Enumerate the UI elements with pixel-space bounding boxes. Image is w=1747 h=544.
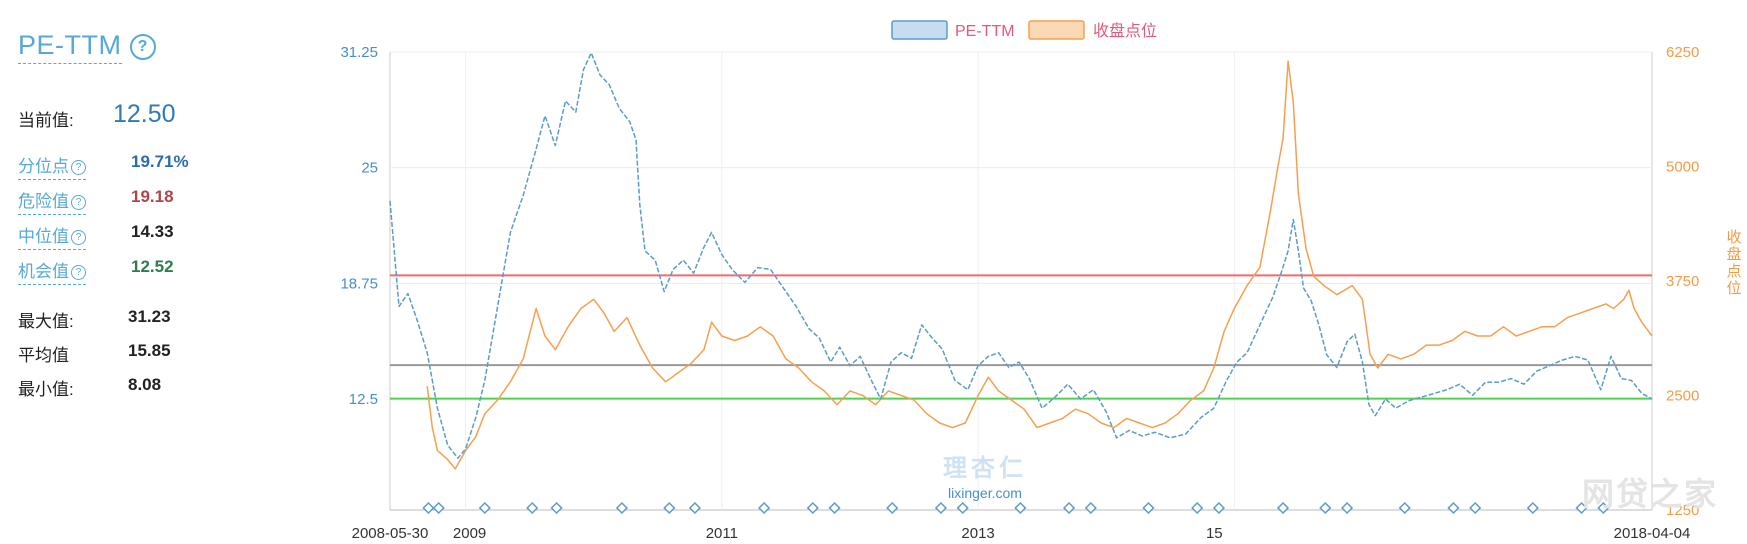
y-right-tick-label: 3750 (1666, 273, 1699, 290)
event-marker (886, 501, 899, 515)
x-tick-label: 2008-05-30 (352, 525, 429, 542)
event-marker (1469, 501, 1482, 515)
y-left-tick-label: 25 (361, 160, 378, 177)
x-tick-label: 2011 (706, 525, 738, 542)
stat-label[interactable]: 危险值? (18, 187, 86, 215)
watermark-en: lixinger.com (948, 485, 1022, 501)
stat-value: 8.08 (128, 375, 162, 394)
event-marker (1447, 501, 1460, 515)
event-marker (1341, 501, 1354, 515)
y-right-axis-char: 点 (1726, 263, 1741, 280)
help-icon[interactable]: ? (129, 34, 156, 60)
y-left-tick-label: 18.75 (340, 275, 378, 292)
event-marker (1319, 501, 1332, 515)
event-marker (478, 501, 491, 515)
event-marker (1276, 501, 1290, 515)
metric-title-row: PE-TTM? (18, 30, 318, 64)
stat-label: 平均值 (18, 346, 69, 365)
event-marker (828, 501, 841, 515)
event-marker (1398, 501, 1411, 515)
y-left-tick-label: 31.25 (340, 44, 378, 61)
event-marker (1142, 501, 1155, 515)
event-marker (1575, 501, 1588, 515)
stat-row: 机会值? 12.52 (18, 257, 174, 285)
event-marker (550, 501, 563, 515)
reference-lines (390, 274, 1652, 400)
event-marker (432, 501, 445, 515)
event-marker (422, 501, 435, 515)
x-tick-label: 2018-04-04 (1614, 525, 1691, 542)
event-marker (1014, 501, 1027, 515)
current-value: 12.50 (113, 100, 176, 128)
marker-row (422, 501, 1610, 515)
stat-row: 分位点? 19.71% (18, 152, 189, 180)
stat-value: 31.23 (128, 307, 171, 326)
y-right-axis-char: 位 (1726, 280, 1741, 297)
event-marker (1191, 501, 1204, 515)
legend-label-close: 收盘点位 (1093, 21, 1157, 40)
watermark-corner: 网贷之家 (1582, 476, 1718, 512)
y-right-axis-char: 收 (1726, 229, 1741, 246)
event-marker (758, 501, 771, 515)
stat-value: 15.85 (128, 341, 171, 360)
event-marker (1212, 501, 1226, 515)
stat-value: 19.18 (131, 187, 174, 206)
watermark-cn: 理杏仁 (943, 455, 1027, 482)
x-tick-label: 15 (1206, 525, 1223, 542)
stat-label[interactable]: 机会值? (18, 257, 86, 285)
stat-row: 最大值: 31.23 (18, 307, 171, 332)
stats-panel: PE-TTM? 当前值: 12.50 分位点? 19.71% 危险值? 19.18 中位值?… (18, 30, 318, 399)
x-tick-label: 2013 (961, 525, 994, 542)
axes: 31.25 25 18.75 12.5 6250 5000 3750 2500 1250 收盘点位… (340, 44, 1741, 542)
close-index-line (426, 60, 1653, 470)
y-left-tick-label: 12.5 (349, 391, 378, 408)
y-right-axis-title: 收盘点位 (1726, 229, 1741, 297)
event-marker (688, 501, 701, 515)
legend-swatch-pe (891, 20, 948, 40)
y-right-axis-char: 盘 (1726, 245, 1741, 263)
event-marker (1597, 501, 1610, 515)
event-marker (806, 501, 819, 515)
stat-value: 14.33 (131, 222, 174, 241)
event-marker (956, 501, 969, 515)
event-marker (1526, 501, 1539, 515)
stat-label[interactable]: 分位点? (18, 152, 86, 180)
stat-row: 平均值 15.85 (18, 341, 171, 366)
pe-ttm-line (389, 52, 1653, 459)
stat-row: 危险值? 19.18 (18, 187, 174, 215)
y-right-tick-label: 2500 (1666, 388, 1699, 405)
current-value-label: 当前值: (18, 111, 74, 130)
stat-label: 最小值: (18, 380, 74, 399)
grid (389, 51, 1653, 511)
y-right-tick-label: 5000 (1666, 159, 1699, 176)
event-marker (1062, 501, 1076, 515)
help-icon[interactable]: ? (71, 230, 86, 245)
metric-title[interactable]: PE-TTM (18, 30, 122, 64)
event-marker (526, 501, 539, 515)
stat-value: 12.52 (131, 257, 174, 276)
legend-label-pe: PE-TTM (955, 23, 1015, 40)
y-right-tick-label: 1250 (1666, 502, 1699, 519)
event-marker (934, 501, 947, 515)
series-layer (389, 52, 1653, 470)
help-icon[interactable]: ? (71, 160, 86, 175)
event-marker (1084, 501, 1097, 515)
event-marker (615, 501, 628, 515)
legend: PE-TTM 收盘点位 (891, 20, 1157, 40)
help-icon[interactable]: ? (71, 265, 86, 280)
x-tick-label: 2009 (453, 525, 486, 542)
help-icon[interactable]: ? (71, 195, 86, 210)
event-marker (663, 501, 676, 515)
stat-value: 19.71% (131, 152, 189, 171)
stat-row: 最小值: 8.08 (18, 375, 161, 400)
y-right-tick-label: 6250 (1666, 44, 1699, 61)
stat-row: 中位值? 14.33 (18, 222, 174, 250)
stat-label[interactable]: 中位值? (18, 222, 86, 250)
current-value-row: 当前值: 12.50 (18, 100, 176, 131)
legend-swatch-close (1028, 20, 1085, 40)
watermark: 理杏仁 lixinger.com 网贷之家 (943, 455, 1718, 512)
stat-label: 最大值: (18, 312, 74, 331)
